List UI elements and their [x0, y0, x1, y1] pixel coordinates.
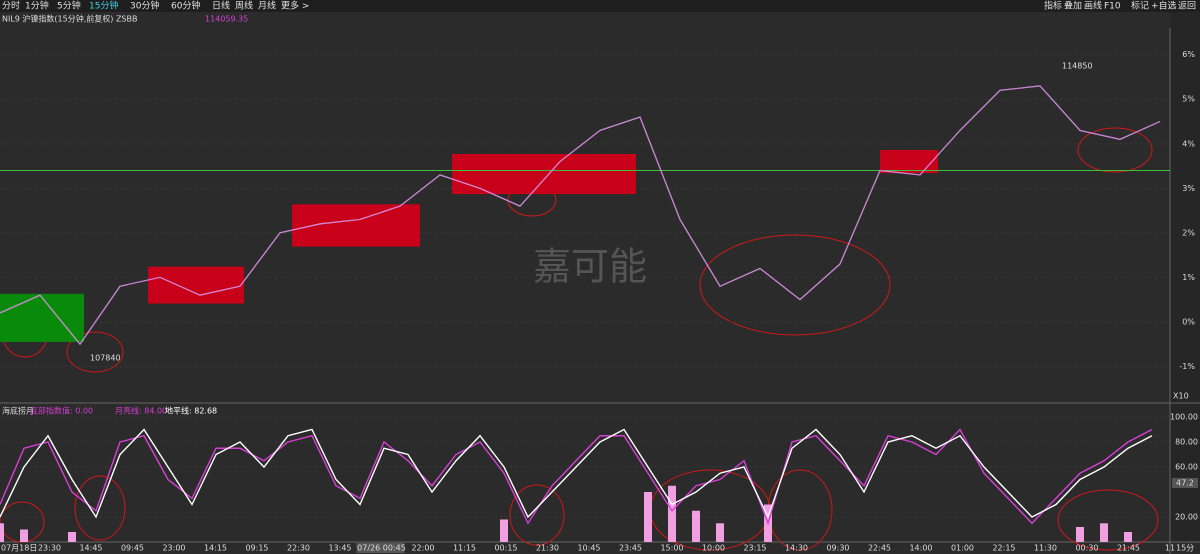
y-tick-label: 0%: [1182, 317, 1195, 326]
indicator-label: 月亮线: 84.00: [115, 406, 167, 416]
x-tick-label: 15:00: [660, 544, 683, 553]
x-tick-label: 09:45: [121, 544, 144, 553]
signal-bar: [1076, 527, 1084, 542]
high-annotation: 114850: [1062, 61, 1093, 70]
y-tick-label: 5%: [1182, 95, 1195, 104]
y-tick-label: 100.00: [1170, 413, 1198, 422]
low-annotation: 107840: [90, 354, 121, 363]
tool-button[interactable]: 标记: [1131, 0, 1149, 12]
x-tick-label: 07/26 00:45: [357, 544, 406, 553]
x-tick-label: 00:30: [1075, 544, 1098, 553]
x-tick-label: 11: [1165, 544, 1175, 553]
x-tick-label: 01:00: [951, 544, 974, 553]
price-line: [0, 85, 1161, 346]
scale-label: X10: [1173, 392, 1189, 401]
x-tick-label: 11:30: [1034, 544, 1057, 553]
indicator-label: 地平线: 82.68: [165, 406, 217, 416]
current-marker: [1172, 478, 1198, 488]
tab[interactable]: 1分钟: [25, 0, 49, 12]
range-box: [880, 149, 938, 174]
tab[interactable]: 60分钟: [171, 0, 200, 12]
x-tick-label: 21:45: [1117, 544, 1140, 553]
tab[interactable]: 5分钟: [57, 0, 81, 12]
watermark: 嘉可能: [533, 245, 647, 289]
tool-button[interactable]: 返回: [1178, 0, 1196, 12]
signal-bar: [500, 519, 508, 542]
x-tick-label: 07月18日: [1, 544, 37, 553]
x-tick-label: 14:15: [204, 544, 227, 553]
indicator-line: [0, 428, 1153, 526]
tab[interactable]: 30分钟: [130, 0, 159, 12]
tool-button[interactable]: 指标: [1044, 0, 1062, 12]
y-tick-label: 60.00: [1175, 463, 1198, 472]
y-tick-label: 20.00: [1175, 513, 1198, 522]
tab[interactable]: 更多 >: [281, 0, 309, 12]
price-info: 114059.35: [205, 15, 248, 24]
tab[interactable]: 日线: [212, 0, 230, 12]
y-tick-label: 6%: [1182, 50, 1195, 59]
current-label: 47.2: [1176, 479, 1194, 488]
tool-button[interactable]: F10: [1104, 2, 1121, 12]
symbol-info: NIL9 沪镍指数(15分钟,前复权) ZSBB: [2, 14, 137, 24]
toolbar-bg: [0, 0, 1200, 12]
tab[interactable]: 周线: [235, 0, 253, 12]
range-box: [452, 154, 636, 195]
tool-button[interactable]: 叠加: [1064, 1, 1082, 12]
x-tick-label: 22:15: [992, 544, 1015, 553]
x-tick-label: 22:45: [868, 544, 891, 553]
cursor-label-bg: [356, 543, 405, 553]
signal-bar: [1124, 532, 1132, 542]
x-tick-label: 13:45: [328, 544, 351, 553]
indicator-name: 海底捞月: [2, 406, 34, 416]
x-tick-label: 10:45: [577, 544, 600, 553]
x-tick-label: 09:30: [826, 544, 849, 553]
zigzag-line: [0, 85, 1161, 345]
y-tick-label: 80.00: [1175, 438, 1198, 447]
signal-bar: [644, 492, 652, 542]
x-tick-label: 23:15: [743, 544, 766, 553]
x-tick-label: 23:45: [619, 544, 642, 553]
x-tick-label: 23:30: [38, 544, 61, 553]
signal-bar: [20, 529, 28, 542]
x-tick-label: 14:30: [785, 544, 808, 553]
y-tick-label: 3%: [1182, 184, 1195, 193]
signal-bar: [68, 532, 76, 542]
indicator-line: [0, 428, 1153, 519]
axis-bg: [1170, 12, 1200, 542]
x-tick-label: 23:00: [162, 544, 185, 553]
x-tick-label: 09:15: [245, 544, 268, 553]
y-tick-label: -1%: [1179, 362, 1195, 371]
y-tick-label: 2%: [1182, 228, 1195, 237]
tool-button[interactable]: +自选: [1151, 0, 1177, 12]
tool-button[interactable]: 画线: [1084, 0, 1102, 12]
y-tick-label: 4%: [1182, 139, 1195, 148]
signal-bar: [1100, 523, 1108, 542]
x-tick-label: 14:00: [909, 544, 932, 553]
indicator-label: 底部指数值: 0.00: [30, 406, 93, 416]
y-tick-label: 1%: [1182, 273, 1195, 282]
signal-bar: [692, 510, 700, 542]
x-tick-label: 22:30: [287, 544, 310, 553]
x-tick-label: 11:15: [453, 544, 476, 553]
range-box: [148, 266, 244, 304]
signal-bar: [716, 523, 724, 542]
x-tick-label: 22:00: [411, 544, 434, 553]
range-box: [0, 293, 84, 342]
signal-bar: [668, 485, 676, 542]
x-tick-label: 14:45: [79, 544, 102, 553]
tab[interactable]: 月线: [258, 0, 276, 12]
tab[interactable]: 15分钟: [89, 0, 118, 12]
x-tick-label: 10:00: [702, 544, 725, 553]
signal-bar: [0, 523, 4, 542]
tab[interactable]: 分时: [2, 0, 20, 12]
x-tick-label: 00:15: [494, 544, 517, 553]
period-label: 15分: [1176, 544, 1194, 553]
x-tick-label: 21:30: [536, 544, 559, 553]
